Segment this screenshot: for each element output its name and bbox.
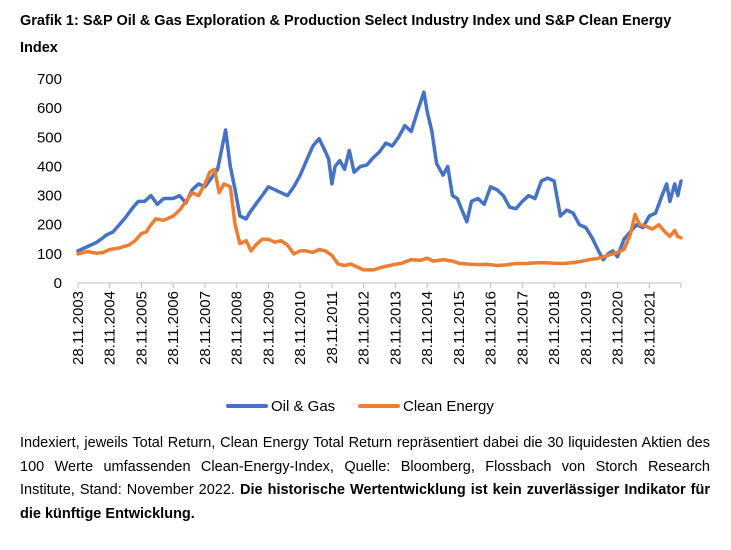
series-line-clean-energy	[76, 167, 683, 272]
x-tick-label: 28.11.2013	[387, 291, 404, 365]
x-tick-label: 28.11.2015	[451, 291, 468, 365]
y-tick-label: 400	[37, 158, 62, 175]
x-tick-label: 28.11.2010	[292, 291, 309, 365]
series-lines	[76, 90, 683, 272]
x-tick-label: 28.11.2006	[165, 291, 182, 365]
footnote-disclaimer: Die historische Wertentwicklung ist kein…	[20, 482, 711, 522]
x-tick-label: 28.11.2017	[514, 291, 531, 365]
legend-label-clean-energy: Clean Energy	[403, 398, 494, 415]
x-tick-label: 28.11.2008	[229, 291, 246, 365]
legend-label-oil-gas: Oil & Gas	[271, 398, 335, 415]
x-tick-label: 28.11.2018	[546, 291, 563, 365]
x-tick-label: 28.11.2021	[641, 291, 658, 365]
x-tick-label: 28.11.2009	[260, 291, 277, 365]
footnote-text: Indexiert, jeweils Total Return, Clean E…	[20, 435, 710, 498]
x-tick-label: 28.11.2007	[197, 291, 214, 365]
y-tick-label: 600	[37, 100, 62, 117]
x-tick-label: 28.11.2005	[133, 291, 150, 365]
series-line-oil-gas	[76, 90, 683, 262]
y-tick-label: 0	[54, 275, 62, 292]
x-tick-label: 28.11.2020	[610, 291, 627, 365]
x-axis-ticks: 28.11.2003 28.11.2004 28.11.2005 28.11.2006…	[70, 283, 682, 365]
x-tick-label: 28.11.2012	[356, 291, 373, 365]
x-tick-label: 28.11.2019	[578, 291, 595, 365]
footnote: Indexiert, jeweils Total Return, Clean E…	[20, 432, 710, 526]
y-tick-label: 700	[37, 71, 62, 88]
y-axis-ticks: 0 100 200 300 400 500 600 700	[37, 71, 62, 292]
y-tick-label: 100	[37, 246, 62, 263]
x-tick-label: 28.11.2016	[483, 291, 500, 365]
legend: Oil & Gas Clean Energy	[226, 398, 494, 415]
chart-title: Grafik 1: S&P Oil & Gas Exploration & Pr…	[20, 13, 672, 56]
y-tick-label: 500	[37, 129, 62, 146]
x-tick-label: 28.11.2011	[324, 291, 341, 364]
x-tick-label: 28.11.2014	[419, 291, 436, 365]
x-tick-label: 28.11.2004	[102, 291, 119, 365]
y-tick-label: 300	[37, 188, 62, 205]
x-tick-label: 28.11.2003	[70, 291, 87, 365]
y-tick-label: 200	[37, 217, 62, 234]
